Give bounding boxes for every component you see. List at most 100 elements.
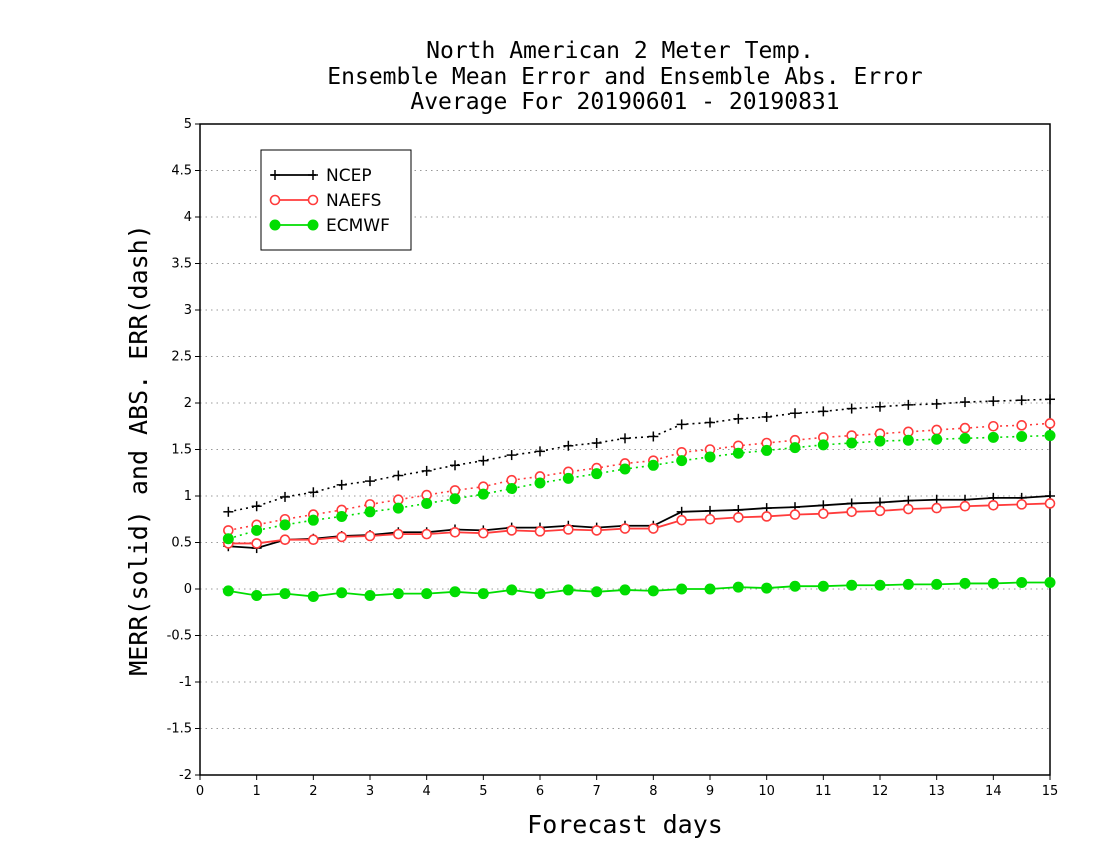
data-point-open-circle — [449, 526, 461, 538]
x-tick-label: 13 — [928, 784, 945, 799]
data-point-filled-circle — [279, 588, 291, 600]
data-point-filled-circle — [222, 585, 234, 597]
x-tick-label: 3 — [366, 784, 374, 799]
x-tick-label: 14 — [985, 784, 1002, 799]
legend-label-ecmwf: ECMWF — [326, 216, 390, 236]
data-point-filled-circle — [987, 431, 999, 443]
data-point-filled-circle — [704, 583, 716, 595]
x-tick-label: 7 — [593, 784, 601, 799]
data-point-plus — [421, 465, 432, 476]
data-point-open-circle — [789, 509, 801, 520]
y-tick-label: 5 — [184, 117, 192, 132]
data-point-open-circle — [959, 500, 971, 512]
y-tick-label: -1 — [179, 675, 192, 690]
x-axis-title: Forecast days — [527, 810, 723, 839]
data-point-filled-circle — [1044, 576, 1056, 588]
data-point-plus — [1016, 395, 1027, 406]
data-point-filled-circle — [846, 437, 858, 449]
y-tick-label: 4.5 — [171, 164, 192, 179]
y-tick-label: 2.5 — [171, 350, 192, 365]
data-point-filled-circle — [619, 463, 631, 475]
y-tick-label: 3 — [184, 303, 192, 318]
x-tick-label: 0 — [196, 784, 204, 799]
ecmwf-abs-err-line — [228, 434, 1051, 540]
data-point-open-circle — [761, 511, 772, 522]
data-point-filled-circle — [251, 590, 263, 602]
data-point-filled-circle — [959, 432, 971, 444]
data-point-filled-circle — [817, 439, 829, 451]
data-point-open-circle — [874, 505, 886, 517]
data-point-filled-circle — [222, 533, 234, 545]
data-point-open-circle — [563, 524, 574, 535]
data-point-filled-circle — [534, 588, 546, 600]
data-point-filled-circle — [846, 579, 858, 591]
data-point-plus — [960, 397, 970, 408]
data-point-open-circle — [931, 502, 942, 514]
data-point-plus — [733, 413, 744, 424]
data-point-filled-circle — [506, 483, 518, 495]
data-point-open-circle — [676, 514, 687, 526]
data-point-filled-circle — [817, 580, 829, 592]
data-point-filled-circle — [364, 506, 376, 518]
data-point-filled-circle — [421, 497, 433, 509]
series-layer — [222, 394, 1056, 602]
data-point-plus — [903, 399, 914, 410]
data-point-filled-circle — [307, 219, 319, 231]
data-point-filled-circle — [619, 584, 631, 596]
y-axis-title: MERR(solid) and ABS. ERR(dash) — [124, 224, 153, 676]
legend: NCEP NAEFS ECMWF — [260, 149, 412, 251]
data-point-plus — [506, 450, 517, 461]
data-point-open-circle — [269, 194, 281, 206]
data-point-open-circle — [733, 512, 744, 523]
data-point-open-circle — [931, 424, 942, 436]
y-tick-label: -0.5 — [167, 629, 192, 644]
data-point-filled-circle — [874, 579, 886, 591]
data-point-filled-circle — [676, 583, 688, 595]
data-point-filled-circle — [676, 455, 688, 467]
y-tick-label: -1.5 — [167, 722, 192, 737]
y-tick-label: -2 — [179, 768, 192, 783]
data-point-filled-circle — [732, 447, 744, 459]
naefs-abs-err-line — [228, 422, 1051, 532]
data-point-open-circle — [1016, 420, 1027, 431]
data-point-plus — [270, 170, 280, 180]
data-point-open-circle — [279, 534, 291, 546]
data-point-open-circle — [846, 506, 857, 518]
data-point-filled-circle — [307, 514, 319, 526]
title-line-3: Average For 20190601 - 20190831 — [410, 89, 839, 115]
title-line-1: North American 2 Meter Temp. — [426, 38, 814, 64]
data-point-plus — [223, 506, 234, 517]
data-point-filled-circle — [364, 590, 376, 602]
data-point-open-circle — [308, 534, 319, 546]
chart-title: North American 2 Meter Temp. Ensemble Me… — [327, 38, 922, 115]
x-tick-label: 10 — [758, 784, 775, 799]
x-tick-label: 6 — [536, 784, 544, 799]
data-point-filled-circle — [477, 588, 489, 600]
data-point-filled-circle — [987, 577, 999, 589]
data-point-filled-circle — [307, 590, 319, 602]
data-point-open-circle — [648, 523, 659, 534]
ncep-merr-line — [228, 495, 1051, 549]
data-point-plus — [308, 487, 319, 498]
x-tick-label: 8 — [649, 784, 657, 799]
data-point-filled-circle — [761, 444, 773, 456]
legend-label-naefs: NAEFS — [326, 191, 381, 211]
data-point-plus — [535, 446, 545, 457]
data-point-plus — [251, 501, 262, 512]
y-tick-label: 3.5 — [171, 257, 192, 272]
data-point-plus — [676, 419, 687, 430]
data-point-filled-circle — [704, 451, 716, 463]
title-line-2: Ensemble Mean Error and Ensemble Abs. Er… — [327, 64, 922, 90]
data-point-plus — [790, 408, 800, 419]
data-point-filled-circle — [534, 477, 546, 489]
data-point-filled-circle — [591, 468, 603, 480]
data-point-open-circle — [1044, 418, 1056, 429]
data-point-open-circle — [336, 531, 347, 543]
data-point-filled-circle — [902, 578, 914, 590]
data-point-open-circle — [1016, 499, 1027, 510]
data-point-open-circle — [591, 525, 602, 536]
data-point-filled-circle — [562, 584, 574, 596]
grid — [200, 170, 1050, 729]
data-point-open-circle — [307, 194, 319, 206]
data-point-open-circle — [364, 530, 376, 542]
